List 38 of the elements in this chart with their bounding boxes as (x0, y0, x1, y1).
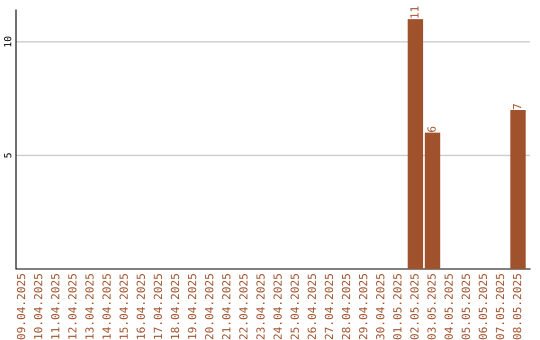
x-tick-label: 21.04.2025 (222, 274, 230, 340)
y-tick-label: 5 (4, 153, 12, 158)
x-tick-label: 05.05.2025 (462, 274, 470, 340)
x-tick-label: 25.04.2025 (290, 274, 299, 340)
x-tick-label: 14.04.2025 (102, 274, 111, 339)
x-tick-label: 29.04.2025 (358, 274, 368, 340)
x-tick-label: 13.04.2025 (85, 274, 94, 339)
x-tick-label: 20.04.2025 (204, 274, 214, 340)
x-tick-label: 27.04.2025 (324, 274, 334, 340)
bar (424, 132, 440, 269)
x-tick-label: 04.05.2025 (444, 274, 453, 340)
x-tick-label: 03.05.2025 (427, 274, 436, 340)
x-tick-label: 01.05.2025 (393, 274, 402, 340)
x-tick-label: 18.04.2025 (170, 274, 180, 339)
x-tick-label: 26.04.2025 (308, 274, 316, 340)
x-tick-label: 17.04.2025 (154, 274, 162, 339)
x-tick-label: 16.04.2025 (136, 274, 145, 339)
bar (408, 19, 424, 269)
data-label: 7 (513, 104, 522, 110)
x-tick-label: 23.04.2025 (256, 274, 265, 340)
x-tick-label: 09.04.2025 (16, 274, 26, 340)
x-tick-label: 30.04.2025 (376, 274, 384, 340)
bar (510, 110, 526, 269)
x-tick-label: 06.05.2025 (478, 274, 488, 340)
x-tick-label: 02.05.2025 (410, 274, 419, 340)
x-tick-label: 22.04.2025 (239, 274, 248, 340)
x-tick-label: 10.04.2025 (34, 274, 42, 339)
x-tick-label: 11.04.2025 (51, 274, 60, 339)
x-tick-label: 15.04.2025 (119, 274, 128, 339)
x-tick-label: 24.04.2025 (273, 274, 282, 340)
data-label: 6 (427, 126, 436, 132)
x-tick-label: 19.04.2025 (188, 274, 196, 339)
x-tick-label: 07.05.2025 (496, 274, 504, 340)
data-label: 11 (410, 6, 418, 18)
x-tick-label: 08.05.2025 (512, 274, 522, 340)
y-tick-label: 10 (4, 36, 12, 46)
x-tick-label: 12.04.2025 (68, 274, 77, 339)
x-tick-label: 28.04.2025 (342, 274, 350, 340)
